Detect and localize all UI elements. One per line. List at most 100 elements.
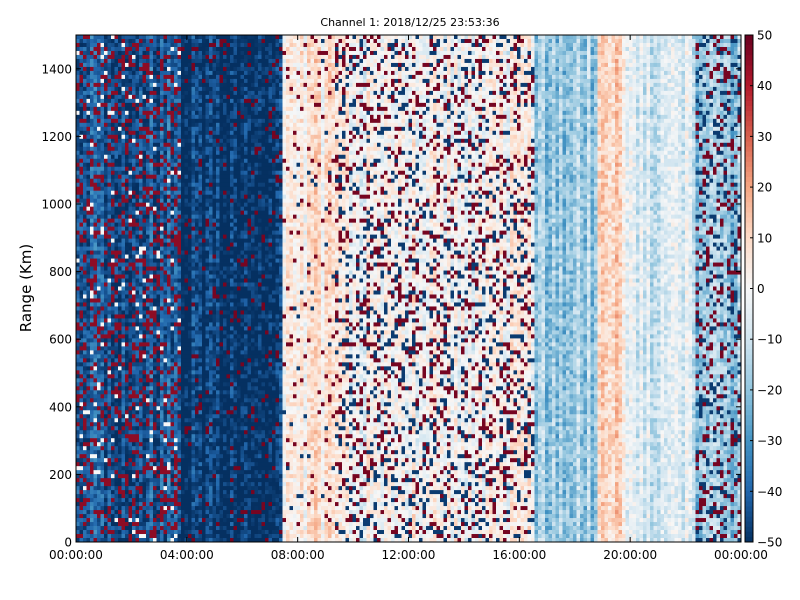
heatmap-cell [156,35,161,40]
heatmap-cell [139,46,143,52]
heatmap-cell [90,322,94,327]
heatmap-cell [202,294,206,299]
heatmap-cell [177,234,182,239]
heatmap-cell [153,134,157,140]
heatmap-cell [121,254,126,259]
heatmap-cell [79,362,84,367]
heatmap-cell [100,314,105,319]
heatmap-cell [184,522,189,527]
heatmap-cell [188,426,192,431]
heatmap-cell [86,454,91,459]
heatmap-cell [149,270,154,275]
heatmap-cell [202,78,206,84]
heatmap-cell [111,182,115,188]
heatmap-cell [121,318,126,323]
heatmap-cell [135,530,140,535]
heatmap-cell [139,94,143,100]
heatmap-cell [139,490,143,495]
heatmap-cell [174,266,178,271]
heatmap-cell [170,482,175,487]
heatmap-cell [111,390,115,395]
heatmap-cell [76,510,80,515]
heatmap-cell [139,454,143,459]
heatmap-cell [104,242,108,247]
heatmap-cell [142,146,147,152]
heatmap-cell [142,294,147,299]
heatmap-cell [191,514,196,519]
heatmap-cell [177,430,182,435]
heatmap-cell [132,438,136,443]
heatmap-cell [195,458,199,463]
heatmap-cell [114,38,119,44]
heatmap-cell [100,94,105,100]
heatmap-cell [121,426,126,431]
heatmap-cell [79,210,84,216]
heatmap-cell [111,322,115,327]
heatmap-cell [184,406,189,411]
heatmap-cell [163,278,168,283]
heatmap-cell [121,366,126,371]
heatmap-cell [191,134,196,140]
heatmap-cell [83,238,87,243]
heatmap-cell [149,538,154,543]
heatmap-cell [114,50,119,56]
heatmap-cell [163,494,168,499]
heatmap-cell [195,414,199,419]
heatmap-cell [163,134,168,140]
heatmap-cell [195,142,199,148]
heatmap-cell [114,482,119,487]
heatmap-cell [177,130,182,136]
heatmap-cell [121,526,126,531]
heatmap-cell [202,146,206,152]
heatmap-cell [86,254,91,259]
heatmap-cell [160,318,164,323]
heatmap-cell [177,178,182,184]
heatmap-cell [202,326,206,331]
heatmap-cell [139,326,143,331]
heatmap-cell [97,234,101,239]
heatmap-cell [135,218,140,224]
heatmap-cell [195,526,199,531]
heatmap-cell [107,130,112,136]
heatmap-cell [97,474,101,479]
heatmap-cell [132,418,136,423]
heatmap-cell [111,502,115,507]
heatmap-cell [163,378,168,383]
heatmap-cell [160,298,164,303]
heatmap-cell [93,146,98,152]
heatmap-cell [160,278,164,283]
heatmap-cell [121,178,126,184]
heatmap-cell [114,70,119,76]
heatmap-cell [104,430,108,435]
heatmap-cell [170,506,175,511]
heatmap-cell [93,538,98,543]
heatmap-cell [188,342,192,347]
heatmap-cell [76,514,80,519]
heatmap-cell [139,190,143,196]
heatmap-cell [191,490,196,495]
heatmap-cell [86,342,91,347]
heatmap-cell [146,266,150,271]
heatmap-cell [114,442,119,447]
heatmap-cell [111,458,115,463]
heatmap-cell [146,242,150,247]
heatmap-cell [93,422,98,427]
heatmap-cell [160,138,164,144]
heatmap-cell [184,530,189,535]
heatmap-cell [121,166,126,172]
heatmap-cell [160,414,164,419]
heatmap-cell [111,298,115,303]
heatmap-cell [153,418,157,423]
heatmap-cell [191,46,196,52]
heatmap-cell [191,58,196,64]
heatmap-cell [167,38,171,44]
heatmap-cell [181,258,185,263]
heatmap-cell [135,510,140,515]
heatmap-cell [100,210,105,216]
heatmap-cell [100,386,105,391]
heatmap-cell [153,486,157,491]
heatmap-cell [163,274,168,279]
heatmap-cell [118,106,122,112]
heatmap-cell [184,154,189,160]
heatmap-cell [90,394,94,399]
